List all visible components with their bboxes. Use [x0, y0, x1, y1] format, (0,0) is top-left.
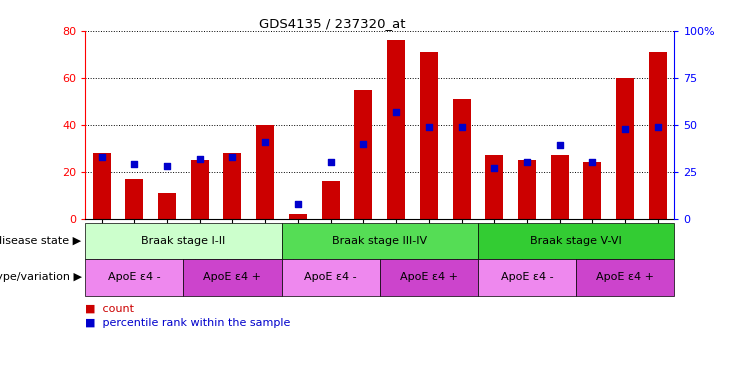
Bar: [649, 52, 667, 219]
Bar: [183, 259, 282, 296]
Text: genotype/variation ▶: genotype/variation ▶: [0, 272, 82, 283]
Point: [391, 109, 402, 115]
Text: ■  count: ■ count: [85, 304, 134, 314]
Point: [488, 165, 500, 171]
Text: disease state ▶: disease state ▶: [0, 236, 82, 246]
Bar: [551, 156, 569, 219]
Bar: [576, 259, 674, 296]
Bar: [420, 52, 438, 219]
Text: ApoE ε4 +: ApoE ε4 +: [204, 272, 262, 283]
Bar: [289, 214, 307, 219]
Point: [619, 126, 631, 132]
Bar: [158, 193, 176, 219]
Text: ApoE ε4 +: ApoE ε4 +: [597, 272, 654, 283]
Text: Braak stage V-VI: Braak stage V-VI: [531, 236, 622, 246]
Bar: [282, 223, 478, 259]
Point: [423, 124, 435, 130]
Bar: [387, 40, 405, 219]
Bar: [93, 153, 110, 219]
Bar: [85, 223, 282, 259]
Point: [554, 142, 565, 149]
Title: GDS4135 / 237320_at: GDS4135 / 237320_at: [259, 17, 406, 30]
Bar: [125, 179, 143, 219]
Bar: [322, 181, 339, 219]
Point: [521, 159, 533, 166]
Point: [357, 141, 369, 147]
Point: [259, 139, 271, 145]
Bar: [518, 160, 536, 219]
Text: ApoE ε4 -: ApoE ε4 -: [108, 272, 161, 283]
Bar: [485, 156, 503, 219]
Bar: [478, 223, 674, 259]
Text: Braak stage I-II: Braak stage I-II: [142, 236, 225, 246]
Text: ApoE ε4 -: ApoE ε4 -: [501, 272, 554, 283]
Bar: [583, 162, 602, 219]
Point: [194, 156, 206, 162]
Bar: [478, 259, 576, 296]
Point: [292, 201, 304, 207]
Text: ApoE ε4 -: ApoE ε4 -: [305, 272, 357, 283]
Point: [587, 159, 599, 166]
Bar: [354, 89, 373, 219]
Bar: [282, 259, 379, 296]
Point: [456, 124, 468, 130]
Text: ApoE ε4 +: ApoE ε4 +: [400, 272, 458, 283]
Text: Braak stage III-IV: Braak stage III-IV: [332, 236, 428, 246]
Point: [325, 159, 336, 166]
Point: [96, 154, 107, 160]
Point: [161, 163, 173, 169]
Bar: [224, 153, 242, 219]
Bar: [256, 125, 274, 219]
Bar: [85, 259, 184, 296]
Text: ■  percentile rank within the sample: ■ percentile rank within the sample: [85, 318, 290, 328]
Point: [227, 154, 239, 160]
Bar: [453, 99, 471, 219]
Bar: [190, 160, 209, 219]
Bar: [379, 259, 478, 296]
Point: [128, 161, 140, 167]
Bar: [617, 78, 634, 219]
Point: [652, 124, 664, 130]
